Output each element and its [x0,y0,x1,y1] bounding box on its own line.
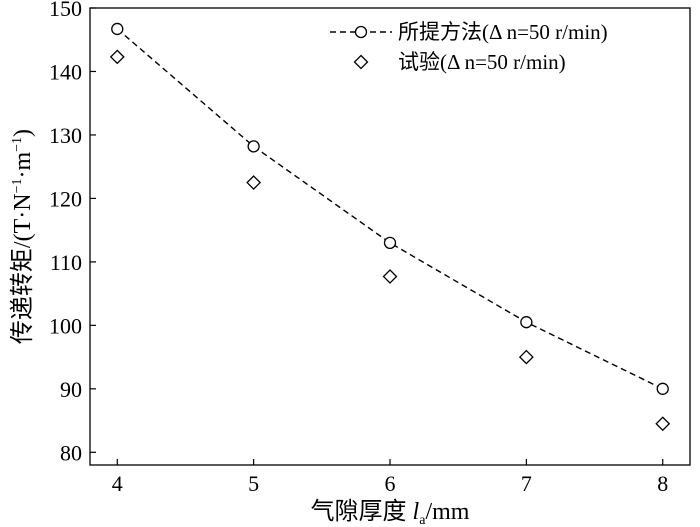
data-point-diamond [382,269,398,284]
legend-label-2: 试验(Δ n=50 r/min) [398,50,566,74]
legend-circle-marker [354,25,368,39]
x-tick-label: 6 [385,471,396,496]
data-point-circle [111,22,124,36]
legend-entry-1: 所提方法(Δ n=50 r/min) [330,20,608,44]
y-tick-label: 80 [60,440,82,465]
y-tick-label: 100 [49,313,82,338]
x-tick-label: 8 [657,471,668,496]
series-2 [109,49,671,432]
y-tick-label: 90 [60,377,82,402]
x-axis-title: 气隙厚度 la/mm [311,498,470,527]
x-tick-label: 4 [112,471,123,496]
y-tick-label: 130 [49,123,82,148]
data-point-circle [383,236,397,249]
legend-diamond-marker [353,54,369,70]
series-line [116,28,664,390]
y-axis-title: 传递转矩/(T·N−1·m−1) [9,129,36,344]
data-point-circle [656,382,669,395]
data-point-diamond [246,175,262,190]
x-tick-label: 5 [248,471,259,496]
data-point-diamond [518,349,534,365]
x-tick-label: 7 [521,471,532,496]
data-point-diamond [109,49,125,65]
legend-label-1: 所提方法(Δ n=50 r/min) [398,20,608,44]
legend-entry-2: 试验(Δ n=50 r/min) [353,50,566,74]
data-point-diamond [655,416,671,432]
data-point-circle [520,316,533,329]
y-tick-label: 150 [49,0,82,21]
legend: 所提方法(Δ n=50 r/min) 试验(Δ n=50 r/min) [330,20,608,74]
series-1 [111,22,669,395]
plot-frame [89,7,691,466]
y-tick-label: 120 [49,186,82,211]
y-tick-label: 140 [49,59,82,84]
y-tick-label: 110 [50,250,82,275]
data-point-circle [247,140,260,153]
